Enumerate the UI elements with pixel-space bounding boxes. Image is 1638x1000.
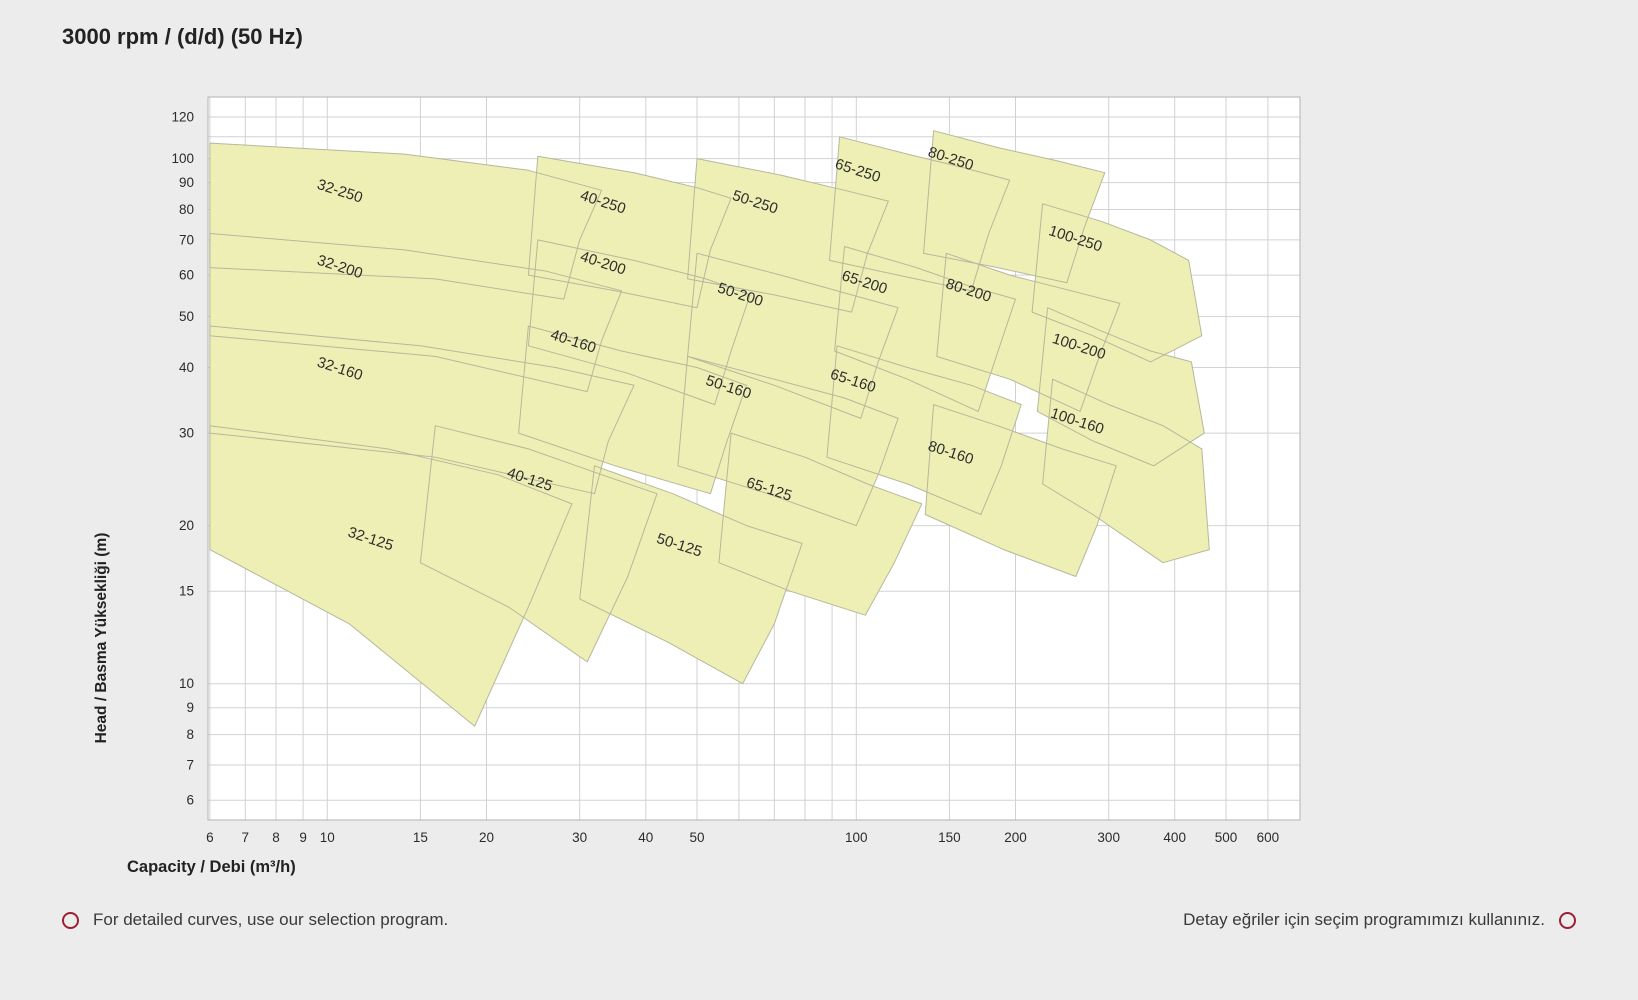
x-tick-400: 400: [1163, 830, 1186, 845]
region-outline-65-125: [718, 432, 923, 616]
y-tick-90: 90: [179, 175, 194, 190]
region-outline-80-200: [936, 252, 1121, 412]
region-outline-65-200: [834, 246, 1016, 412]
x-tick-500: 500: [1215, 830, 1238, 845]
region-50-125: [579, 465, 803, 684]
y-tick-15: 15: [179, 584, 194, 599]
x-tick-200: 200: [1004, 830, 1027, 845]
y-tick-60: 60: [179, 268, 194, 283]
y-tick-80: 80: [179, 202, 194, 217]
region-outline-40-200: [527, 239, 751, 406]
y-tick-6: 6: [186, 793, 194, 808]
region-outline-65-160: [826, 345, 1022, 515]
x-tick-50: 50: [689, 830, 704, 845]
y-tick-30: 30: [179, 426, 194, 441]
region-100-160: [1042, 379, 1210, 563]
region-outline-100-200: [1036, 307, 1205, 467]
x-tick-20: 20: [479, 830, 494, 845]
x-tick-100: 100: [845, 830, 868, 845]
region-outline-32-125: [209, 425, 573, 727]
y-tick-120: 120: [171, 110, 194, 125]
region-65-125: [718, 433, 922, 616]
footer-left-text: For detailed curves, use our selection p…: [93, 910, 449, 929]
y-tick-7: 7: [186, 758, 194, 773]
region-outline-65-250: [829, 136, 1011, 292]
footer-left: For detailed curves, use our selection p…: [62, 910, 448, 930]
y-tick-40: 40: [179, 360, 194, 375]
y-tick-9: 9: [186, 700, 194, 715]
x-tick-7: 7: [242, 830, 250, 845]
region-80-160: [925, 404, 1117, 577]
x-tick-10: 10: [320, 830, 335, 845]
footer-right: Detay eğriler için seçim programımızı ku…: [1183, 910, 1576, 930]
region-outline-40-160: [518, 325, 747, 495]
x-tick-8: 8: [272, 830, 280, 845]
y-axis-title: Head / Basma Yüksekliği (m): [93, 532, 110, 744]
x-tick-300: 300: [1097, 830, 1120, 845]
y-tick-8: 8: [186, 727, 194, 742]
region-outline-50-200: [687, 252, 899, 419]
x-axis-title: Capacity / Debi (m³/h): [127, 858, 296, 876]
x-tick-6: 6: [206, 830, 214, 845]
region-outline-32-200: [209, 233, 623, 393]
region-outline-100-250: [1031, 203, 1203, 363]
region-outline-32-160: [209, 325, 635, 495]
region-outline-80-250: [923, 130, 1106, 284]
footer-right-text: Detay eğriler için seçim programımızı ku…: [1183, 910, 1545, 929]
region-outline-100-160: [1042, 378, 1210, 564]
x-tick-labels: 6 7 8 9 10 15 20 30 40 50 100 150 200 300 400 500 600: [206, 830, 1279, 845]
region-outline-40-250: [527, 155, 732, 309]
pump-regions: [209, 130, 1210, 727]
region-outline-32-250: [209, 142, 603, 300]
x-tick-600: 600: [1257, 830, 1280, 845]
region-outline-40-125: [419, 425, 658, 663]
y-tick-70: 70: [179, 232, 194, 247]
y-tick-50: 50: [179, 309, 194, 324]
x-tick-9: 9: [299, 830, 307, 845]
region-outline-50-125: [579, 465, 803, 685]
y-tick-100: 100: [171, 151, 194, 166]
y-tick-10: 10: [179, 676, 194, 691]
footer: For detailed curves, use our selection p…: [62, 910, 1576, 930]
x-tick-40: 40: [638, 830, 653, 845]
y-tick-labels: 120 100 90 80 70 60 50 40 30 20 15 10 9 8 7 6: [171, 110, 194, 808]
y-tick-20: 20: [179, 518, 194, 533]
bullet-ring-icon: [62, 911, 79, 929]
plot-border: [207, 96, 1301, 821]
x-tick-15: 15: [413, 830, 428, 845]
x-tick-150: 150: [938, 830, 961, 845]
x-tick-30: 30: [572, 830, 587, 845]
bullet-ring-icon: [1559, 911, 1576, 929]
region-outline-80-160: [924, 404, 1117, 577]
page-title: 3000 rpm / (d/d) (50 Hz): [62, 24, 303, 49]
